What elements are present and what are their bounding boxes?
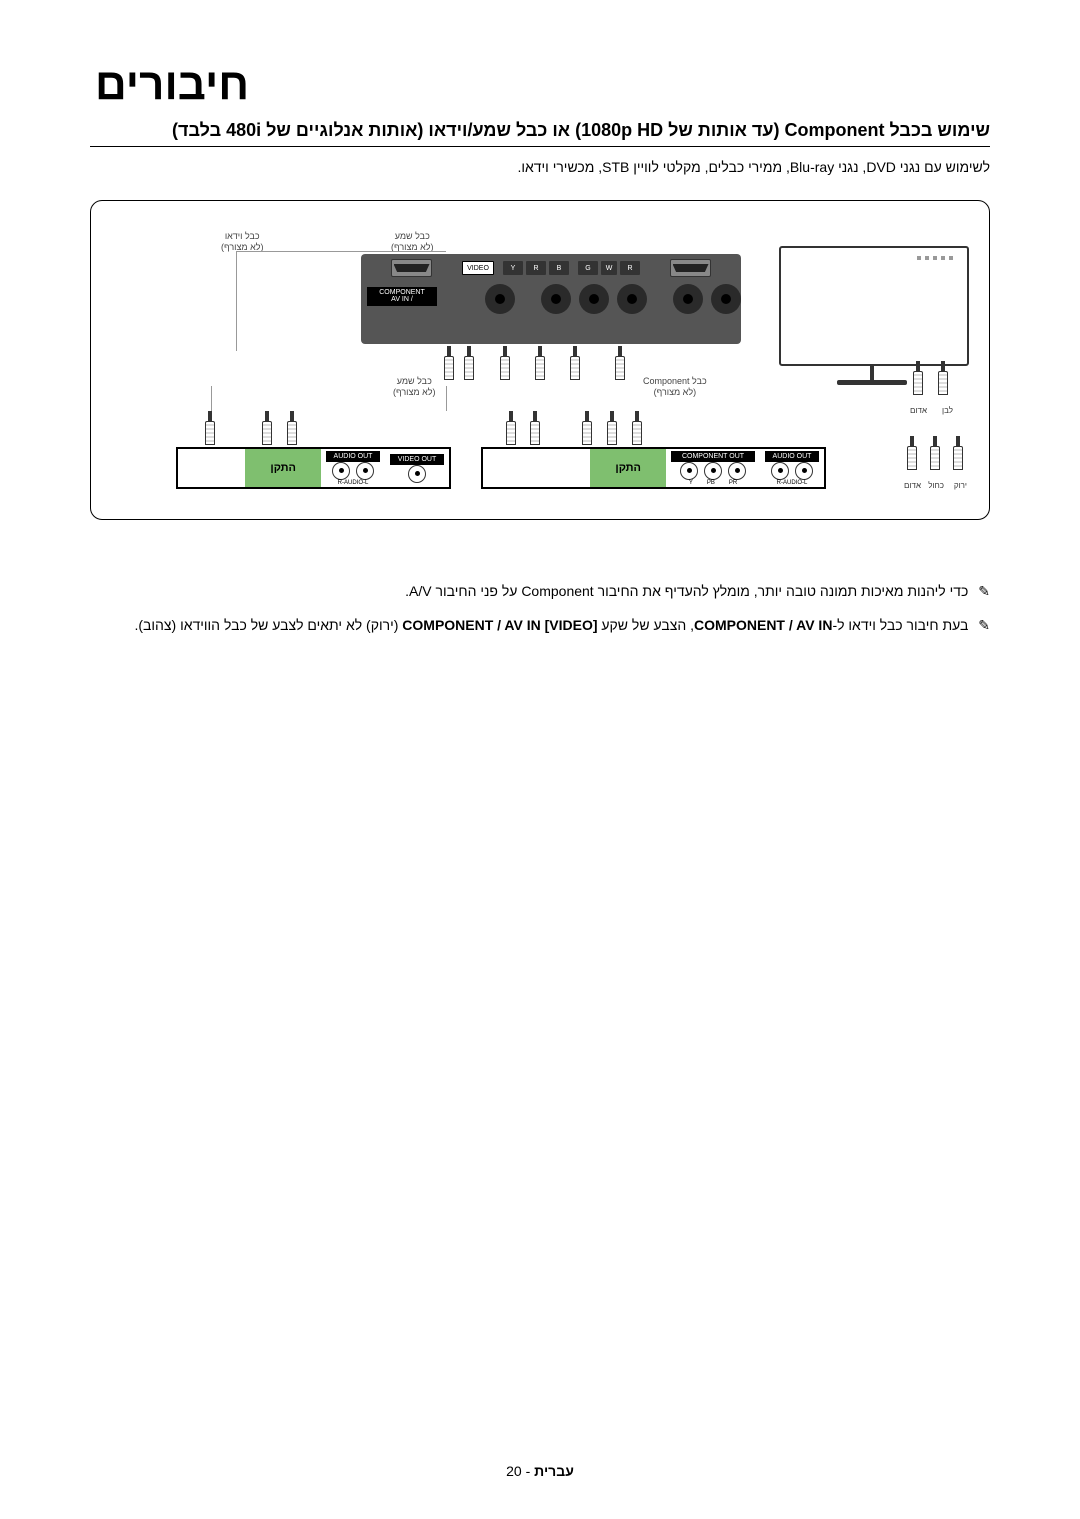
component-cable-label: כבל Component(לא מצורף) — [643, 376, 707, 398]
av-port-4 — [579, 284, 609, 314]
note-2-bold-1: COMPONENT / AV IN — [694, 617, 832, 633]
note-2-prefix: בעת חיבור כבל וידאו ל- — [832, 617, 968, 633]
port-label-r: R — [620, 261, 640, 275]
video-out-label: VIDEO OUT — [390, 454, 444, 465]
note-2-suffix: (ירוק) לא יתאים לצבע של כבל הווידאו (צהו… — [134, 617, 402, 633]
device-label-1: התקן — [245, 449, 321, 487]
plug-down-4 — [534, 346, 546, 386]
color-red-1: אדום — [910, 406, 927, 415]
port-label-video: VIDEO — [462, 261, 494, 275]
color-blue: כחול — [928, 481, 944, 490]
plug-up-3 — [286, 411, 298, 451]
note-marker-2: ✎ — [978, 617, 990, 633]
av-port-6 — [485, 284, 515, 314]
note-1: ✎ כדי ליהנות מאיכות תמונה טובה יותר, מומ… — [90, 580, 990, 602]
av-port-1 — [711, 284, 741, 314]
component-out-label: COMPONENT OUT — [671, 451, 755, 462]
color-white-1: לבן — [942, 406, 953, 415]
footer-page-number: 20 — [506, 1463, 522, 1479]
plug-blue — [929, 436, 941, 476]
av-device-box: VIDEO OUT AUDIO OUT R-AUDIO-L התקן — [176, 447, 451, 489]
plug-down-6 — [614, 346, 626, 386]
hdmi-slot-1 — [670, 259, 711, 277]
component-jack-y — [680, 462, 698, 480]
device-label-2: התקן — [590, 449, 666, 487]
section-description: לשימוש עם נגני DVD, נגני Blu-ray, ממירי … — [90, 159, 990, 175]
audio-out-label-2: AUDIO OUT — [765, 451, 819, 462]
plug-up-8 — [631, 411, 643, 451]
av-port-5 — [541, 284, 571, 314]
section-subtitle: שימוש בכבל Component (עד אותות של 1080p … — [90, 120, 990, 147]
plug-up-5 — [529, 411, 541, 451]
audio-cable-label-mid: כבל שמע(לא מצורף) — [393, 376, 436, 398]
plug-up-4 — [505, 411, 517, 451]
r-audio-l-label-2: R-AUDIO-L — [777, 480, 808, 486]
r-audio-l-label-1: R-AUDIO-L — [338, 480, 369, 486]
hdmi-slot-2 — [391, 259, 432, 277]
port-label-w: W — [601, 261, 617, 275]
audio-jack-r2 — [795, 462, 813, 480]
plug-up-2 — [261, 411, 273, 451]
plug-up-1 — [204, 411, 216, 451]
plug-up-6 — [581, 411, 593, 451]
plug-down-3 — [499, 346, 511, 386]
plug-white-1 — [937, 361, 949, 401]
plug-red-2 — [906, 436, 918, 476]
port-label-y: Y — [503, 261, 523, 275]
plug-down-1 — [443, 346, 455, 386]
av-port-2 — [673, 284, 703, 314]
component-device-box: AUDIO OUT R-AUDIO-L COMPONENT OUT PRPBY … — [481, 447, 826, 489]
audio-cable-label-top: כבל שמע(לא מצורף) — [391, 231, 434, 253]
footer-language: עברית — [534, 1463, 574, 1479]
plug-green — [952, 436, 964, 476]
note-1-text: כדי ליהנות מאיכות תמונה טובה יותר, מומלץ… — [405, 583, 968, 599]
component-jack-pr — [728, 462, 746, 480]
audio-jack-l2 — [771, 462, 789, 480]
port-label-r2: R — [526, 261, 546, 275]
connection-diagram: R W G B R Y VIDEO COMPONENT/ AV IN — [90, 200, 990, 520]
note-2-mid: , הצבע של שקע — [598, 617, 694, 633]
av-port-3 — [617, 284, 647, 314]
audio-jack-r1 — [356, 462, 374, 480]
video-jack — [408, 465, 426, 483]
video-cable-label: כבל וידאו(לא מצורף) — [221, 231, 264, 253]
plug-red-1 — [912, 361, 924, 401]
page-footer: עברית - 20 — [0, 1463, 1080, 1479]
page-title: חיבורים — [90, 60, 990, 110]
port-label-g: G — [578, 261, 598, 275]
tv-port-panel: R W G B R Y VIDEO COMPONENT/ AV IN — [361, 254, 741, 344]
plug-down-2 — [463, 346, 475, 386]
note-2-bold-2: COMPONENT / AV IN [VIDEO] — [402, 617, 597, 633]
component-jack-pb — [704, 462, 722, 480]
color-red-2: אדום — [904, 481, 921, 490]
component-avin-label: COMPONENT/ AV IN — [367, 287, 437, 306]
plug-down-5 — [569, 346, 581, 386]
note-marker-1: ✎ — [978, 583, 990, 599]
plug-up-7 — [606, 411, 618, 451]
port-label-b: B — [549, 261, 569, 275]
note-2: ✎ בעת חיבור כבל וידאו ל-COMPONENT / AV I… — [90, 614, 990, 636]
color-green: ירוק — [954, 481, 967, 490]
audio-jack-l1 — [332, 462, 350, 480]
audio-out-label-1: AUDIO OUT — [326, 451, 380, 462]
